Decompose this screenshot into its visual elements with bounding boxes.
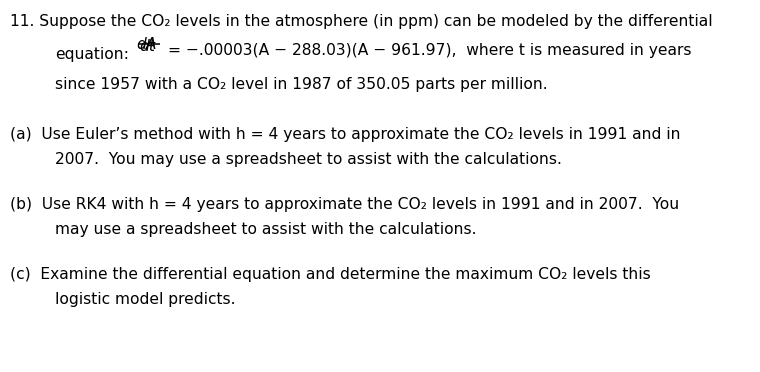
Text: (b)  Use RK4 with h = 4 years to approximate the CO₂ levels in 1991 and in 2007.: (b) Use RK4 with h = 4 years to approxim… [10,197,679,212]
Text: since 1957 with a CO₂ level in 1987 of 350.05 parts per million.: since 1957 with a CO₂ level in 1987 of 3… [55,77,548,92]
Text: dt: dt [139,39,155,54]
Text: (c)  Examine the differential equation and determine the maximum CO₂ levels this: (c) Examine the differential equation an… [10,267,651,282]
Text: 2007.  You may use a spreadsheet to assist with the calculations.: 2007. You may use a spreadsheet to assis… [55,152,562,167]
Text: 11. Suppose the CO₂ levels in the atmosphere (in ppm) can be modeled by the diff: 11. Suppose the CO₂ levels in the atmosp… [10,14,713,29]
Text: dA: dA [137,37,157,52]
Text: (a)  Use Euler’s method with h = 4 years to approximate the CO₂ levels in 1991 a: (a) Use Euler’s method with h = 4 years … [10,127,680,142]
Text: = −.00003(A − 288.03)(A − 961.97),  where t is measured in years: = −.00003(A − 288.03)(A − 961.97), where… [168,42,692,58]
Text: may use a spreadsheet to assist with the calculations.: may use a spreadsheet to assist with the… [55,222,477,237]
Text: logistic model predicts.: logistic model predicts. [55,292,236,307]
Text: equation:: equation: [55,47,129,62]
